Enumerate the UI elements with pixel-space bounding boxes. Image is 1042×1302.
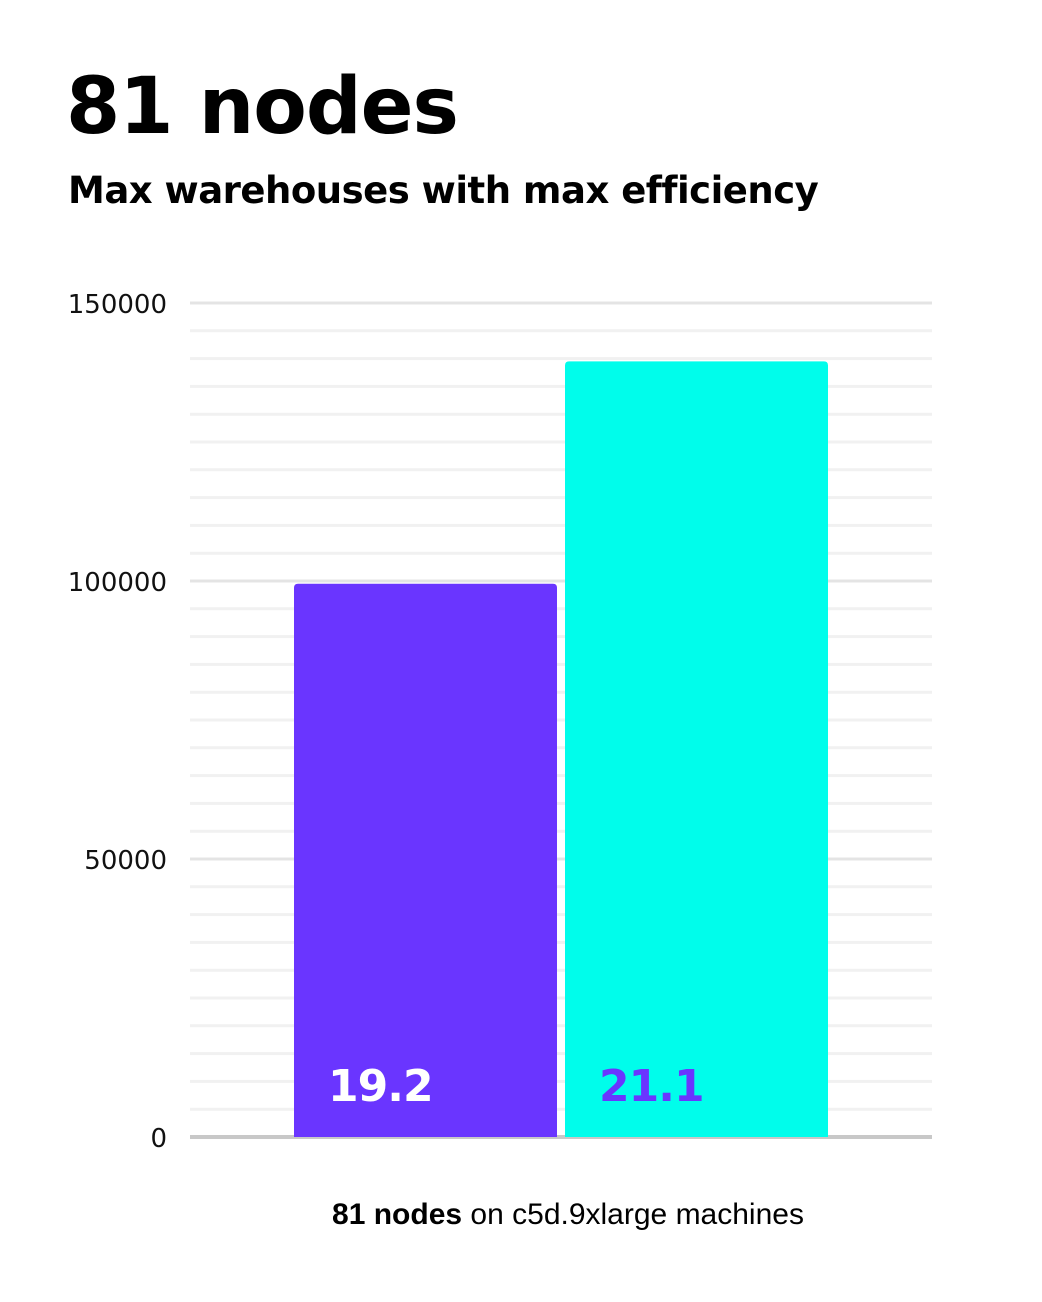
bar [565, 361, 828, 1137]
y-tick-label: 0 [150, 1124, 167, 1154]
y-tick-label: 100000 [68, 568, 167, 598]
bar-data-label: 19.2 [328, 1061, 433, 1112]
chart-title: 81 nodes [66, 62, 459, 152]
bar [294, 583, 557, 1137]
bar-data-label: 21.1 [599, 1061, 704, 1112]
x-axis-label-bold: 81 nodes [332, 1198, 463, 1231]
x-axis-label-rest: on c5d.9xlarge machines [462, 1198, 804, 1231]
y-tick-label: 150000 [68, 290, 167, 320]
chart-subtitle: Max warehouses with max efficiency [68, 169, 819, 212]
y-tick-label: 50000 [84, 846, 167, 876]
x-axis-label: 81 nodes on c5d.9xlarge machines [0, 1198, 1042, 1232]
